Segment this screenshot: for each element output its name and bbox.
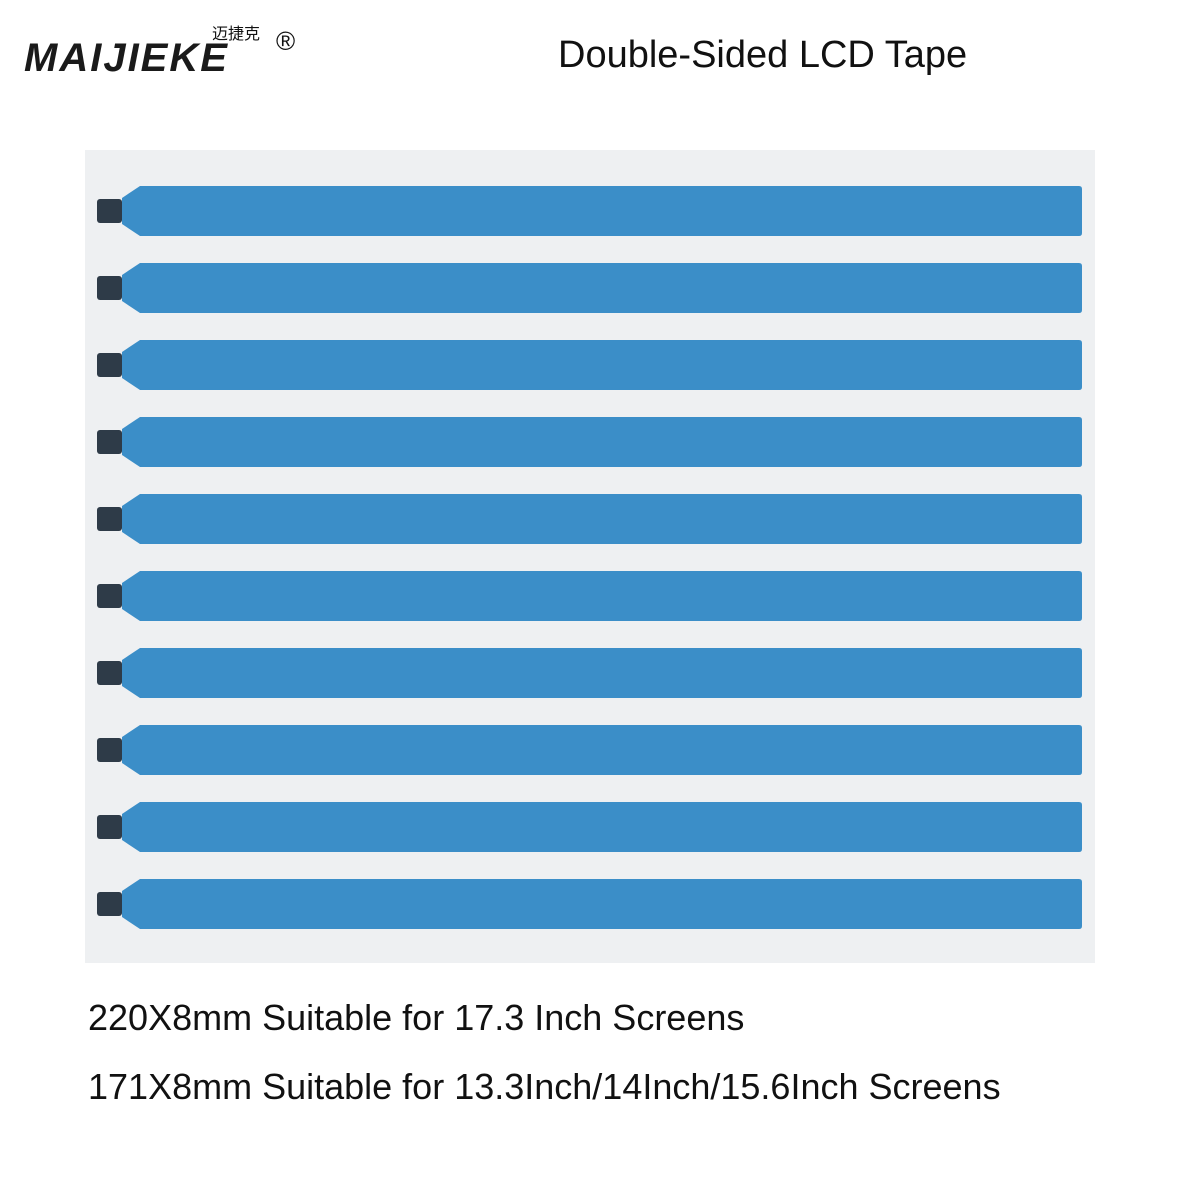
tape-tab (97, 199, 122, 223)
tape-tab (97, 661, 122, 685)
tape-tab (97, 353, 122, 377)
brand-chinese: 迈捷克 (212, 26, 261, 43)
tape-strip (122, 802, 1082, 852)
tape-strip (122, 340, 1082, 390)
tape-strip (122, 725, 1082, 775)
tape-strip (122, 494, 1082, 544)
tape-tab (97, 507, 122, 531)
spec-line: 220X8mm Suitable for 17.3 Inch Screens (88, 997, 745, 1038)
brand-logo: MAIJIEKE (24, 36, 229, 80)
tape-tab (97, 276, 122, 300)
tape-strip (122, 263, 1082, 313)
tape-tab (97, 584, 122, 608)
tape-strip (122, 417, 1082, 467)
tape-tab (97, 892, 122, 916)
spec-line: 171X8mm Suitable for 13.3Inch/14Inch/15.… (88, 1066, 1001, 1107)
tape-strip (122, 571, 1082, 621)
title: Double-Sided LCD Tape (558, 34, 968, 76)
tape-tab (97, 815, 122, 839)
tape-strip (122, 879, 1082, 929)
tape-strip (122, 186, 1082, 236)
registered-mark: ® (276, 26, 296, 56)
tape-tab (97, 738, 122, 762)
tape-tab (97, 430, 122, 454)
tape-strip (122, 648, 1082, 698)
